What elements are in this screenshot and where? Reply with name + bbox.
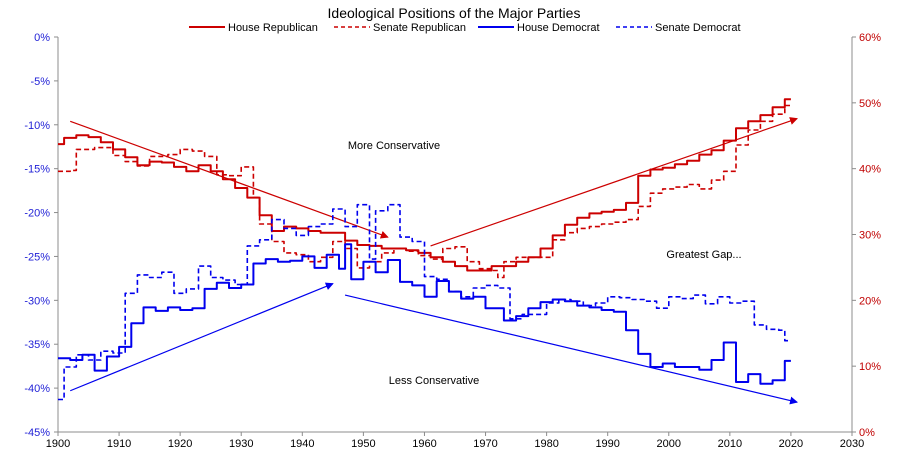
x-tick-label: 1980: [534, 438, 558, 450]
legend: House Republican Senate Republican House…: [189, 22, 741, 34]
legend-label-senate-democrat: Senate Democrat: [655, 22, 741, 34]
series-line-house-democrat: [58, 243, 791, 385]
right-tick-label: 60%: [859, 32, 881, 44]
right-tick-label: 40%: [859, 164, 881, 176]
x-tick-label: 1990: [595, 438, 619, 450]
x-tick-label: 1920: [168, 438, 192, 450]
series-lines: [58, 98, 791, 401]
x-tick-label: 2030: [840, 438, 864, 450]
x-tick-label: 2010: [718, 438, 742, 450]
left-tick-label: -30%: [24, 295, 50, 307]
left-tick-label: -5%: [30, 76, 50, 88]
trend-arrow: [344, 294, 799, 405]
x-tick-label: 1970: [473, 438, 497, 450]
legend-label-house-republican: House Republican: [228, 22, 318, 34]
left-tick-label: -40%: [24, 383, 50, 395]
x-tick-label: 1940: [290, 438, 314, 450]
trend-arrow: [69, 282, 334, 392]
series-line-senate-republican: [58, 104, 791, 279]
legend-label-senate-republican: Senate Republican: [373, 22, 466, 34]
x-tick-label: 2020: [779, 438, 803, 450]
trend-arrow: [430, 117, 798, 247]
left-tick-label: 0%: [34, 32, 50, 44]
right-tick-label: 50%: [859, 98, 881, 110]
chart-title: Ideological Positions of the Major Parti…: [328, 5, 581, 21]
right-tick-label: 20%: [859, 295, 881, 307]
left-tick-label: -45%: [24, 427, 50, 439]
left-tick-label: -10%: [24, 120, 50, 132]
left-tick-label: -15%: [24, 164, 50, 176]
axes: 0% -5% -10% -15% -20% -25% -30% -35% -40% -45% 60%…: [24, 32, 881, 450]
x-tick-label: 1900: [46, 438, 70, 450]
series-line-senate-democrat: [58, 203, 791, 401]
left-tick-label: -35%: [24, 339, 50, 351]
annotation-more-conservative: More Conservative: [348, 140, 440, 152]
left-tick-label: -25%: [24, 251, 50, 263]
left-tick-label: -20%: [24, 208, 50, 220]
x-tick-label: 1930: [229, 438, 253, 450]
x-tick-label: 1960: [412, 438, 436, 450]
right-tick-label: 0%: [859, 427, 875, 439]
annotation-greatest-gap: Greatest Gap...: [666, 249, 741, 261]
legend-label-house-democrat: House Democrat: [517, 22, 600, 34]
right-tick-label: 30%: [859, 230, 881, 242]
x-tick-label: 1910: [107, 438, 131, 450]
x-tick-label: 1950: [351, 438, 375, 450]
annotation-less-conservative: Less Conservative: [389, 375, 480, 387]
x-tick-label: 2000: [657, 438, 681, 450]
right-tick-label: 10%: [859, 361, 881, 373]
